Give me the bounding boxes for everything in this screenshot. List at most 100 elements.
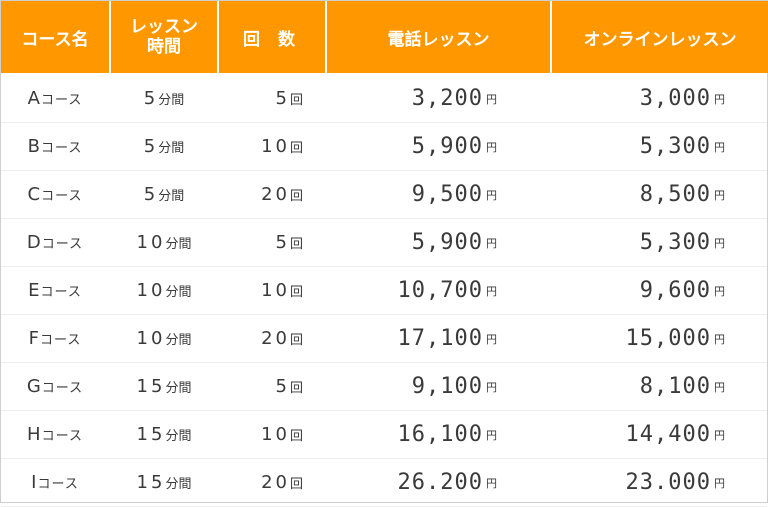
course-letter: D [26,232,41,253]
phone-price: 5,900 [411,134,483,159]
course-cell: H コース [1,411,109,458]
count-unit: 回 [289,477,303,492]
course-letter: B [27,136,40,157]
duration-unit: 分間 [165,285,192,300]
header-count: 回 数 [219,1,325,73]
count-unit: 回 [289,333,303,348]
online-price-cell: 15,000 円 [552,315,725,362]
online-price-cell: 3,000 円 [552,75,725,122]
duration-value: 10 [136,232,166,253]
count-unit: 回 [289,93,303,108]
course-suffix: コース [40,285,82,300]
duration-value: 10 [136,280,166,301]
course-cell: D コース [1,219,109,266]
course-letter: I [31,472,37,493]
yen-unit: 円 [714,92,725,106]
count-unit: 回 [289,285,303,300]
yen-unit: 円 [486,140,497,154]
count-value: 5 [275,88,290,109]
yen-unit: 円 [486,188,497,202]
header-duration-line2: 時間 [147,37,181,57]
course-suffix: コース [40,93,83,108]
count-unit: 回 [289,189,303,204]
online-price-cell: 8,100 円 [552,363,725,410]
yen-unit: 円 [714,332,725,346]
duration-cell: 5 分間 [111,75,217,122]
yen-unit: 円 [486,236,497,250]
count-value: 5 [275,376,290,397]
header-duration: レッスン 時間 [111,1,217,73]
duration-value: 15 [136,424,166,445]
phone-price: 3,200 [411,86,483,111]
count-value: 10 [261,280,290,301]
course-cell: I コース [1,459,109,506]
course-suffix: コース [41,237,84,252]
online-price: 5,300 [639,230,711,255]
duration-cell: 10 分間 [111,219,217,266]
online-price: 8,500 [639,182,711,207]
phone-price: 9,100 [411,374,483,399]
phone-price: 9,500 [411,182,483,207]
table-row: I コース 15 分間 20 回 26.200 円 23.000 円 [1,459,767,507]
course-cell: F コース [1,315,109,362]
course-suffix: コース [41,189,83,204]
online-price: 8,100 [639,374,711,399]
course-suffix: コース [41,141,83,156]
duration-unit: 分間 [165,477,192,492]
table-row: H コース 15 分間 10 回 16,100 円 14,400 円 [1,411,767,459]
phone-price-cell: 10,700 円 [327,267,497,314]
count-cell: 20 回 [219,171,303,218]
count-unit: 回 [289,381,303,396]
yen-unit: 円 [714,380,725,394]
duration-cell: 15 分間 [111,363,217,410]
online-price: 5,300 [639,134,711,159]
yen-unit: 円 [486,476,497,490]
course-suffix: コース [37,477,79,492]
course-letter: F [28,328,39,349]
phone-price-cell: 26.200 円 [327,459,497,506]
header-phone: 電話レッスン [327,1,550,73]
online-price: 9,600 [639,278,711,303]
duration-unit: 分間 [158,189,185,204]
count-unit: 回 [289,237,303,252]
course-suffix: コース [41,429,83,444]
online-price-cell: 8,500 円 [552,171,725,218]
duration-cell: 15 分間 [111,411,217,458]
phone-price-cell: 3,200 円 [327,75,497,122]
count-value: 10 [261,424,290,445]
course-suffix: コース [40,333,82,348]
duration-unit: 分間 [165,237,192,252]
yen-unit: 円 [714,140,725,154]
header-duration-line1: レッスン [130,17,198,37]
phone-price-cell: 9,100 円 [327,363,497,410]
table-row: E コース 10 分間 10 回 10,700 円 9,600 円 [1,267,767,315]
course-letter: G [26,376,41,397]
duration-unit: 分間 [165,333,192,348]
online-price: 3,000 [639,86,711,111]
count-value: 20 [261,184,290,205]
course-cell: B コース [1,123,109,170]
duration-value: 5 [143,136,159,157]
online-price-cell: 5,300 円 [552,123,725,170]
yen-unit: 円 [714,476,725,490]
online-price-cell: 9,600 円 [552,267,725,314]
duration-value: 15 [136,472,166,493]
course-cell: A コース [1,75,109,122]
duration-value: 5 [143,184,159,205]
duration-unit: 分間 [165,381,192,396]
course-letter: E [28,280,40,301]
count-value: 20 [261,328,290,349]
course-letter: H [27,424,41,445]
course-cell: E コース [1,267,109,314]
count-cell: 20 回 [219,315,303,362]
table-row: B コース 5 分間 10 回 5,900 円 5,300 円 [1,123,767,171]
table-row: C コース 5 分間 20 回 9,500 円 8,500 円 [1,171,767,219]
duration-cell: 5 分間 [111,171,217,218]
yen-unit: 円 [486,380,497,394]
yen-unit: 円 [486,428,497,442]
duration-unit: 分間 [165,429,192,444]
